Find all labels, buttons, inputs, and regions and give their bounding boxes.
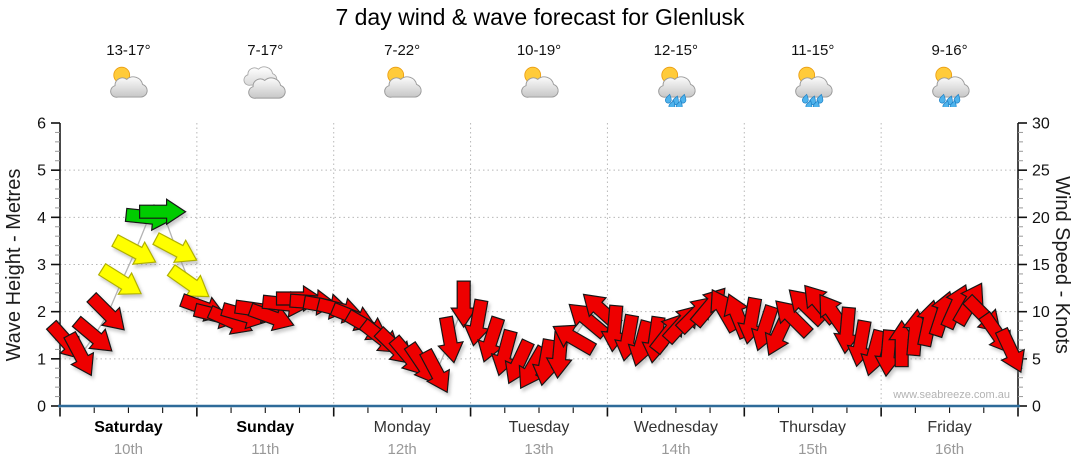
wind-arrow: [97, 262, 143, 295]
weather-icon-box: [516, 61, 562, 107]
weather-icon-box: [927, 61, 973, 110]
watermark: www.seabreeze.com.au: [893, 389, 1010, 401]
wind-arrow: [166, 264, 210, 298]
wind-arrow: [71, 315, 113, 352]
left-tick-label: 5: [37, 163, 46, 180]
wind-arrow: [419, 347, 451, 394]
day-date: 16th: [934, 441, 965, 458]
wind-arrow: [552, 324, 598, 357]
wind-arrow: [450, 280, 478, 329]
wind-arrow: [437, 315, 464, 364]
weather-icon-box: [653, 61, 699, 110]
day-label: Friday: [927, 419, 972, 436]
wind-arrow: [63, 330, 95, 377]
day-date: 14th: [661, 441, 691, 458]
day-date: 12th: [387, 441, 417, 458]
wind-arrow: [568, 303, 610, 340]
wind-arrow: [152, 232, 198, 264]
right-tick-label: 0: [1032, 399, 1041, 416]
day-temp-range: 13-17°: [106, 42, 151, 59]
day-date: 10th: [113, 441, 144, 458]
day-label: Tuesday: [508, 419, 570, 436]
day-date: 11th: [251, 441, 280, 458]
sun-cloud-rain-icon: [931, 66, 970, 110]
right-tick-label: 25: [1032, 163, 1050, 180]
left-tick-label: 3: [37, 257, 46, 274]
right-tick-label: 5: [1032, 351, 1041, 368]
right-tick-label: 30: [1032, 116, 1050, 133]
day-label: Thursday: [779, 419, 847, 436]
day-temp-range: 7-17°: [247, 42, 284, 59]
weather-icon-box: [379, 61, 425, 107]
weather-icon-box: [105, 61, 151, 107]
right-tick-label: 15: [1032, 257, 1050, 274]
day-date: 15th: [798, 441, 828, 458]
wind-arrow: [477, 315, 506, 363]
left-tick-label: 1: [37, 351, 46, 368]
wind-arrow: [994, 326, 1025, 374]
sun-cloud-icon: [110, 66, 149, 98]
wind-arrow: [86, 291, 125, 331]
wind-arrow: [833, 306, 861, 355]
wind-arrow: [463, 298, 491, 347]
clouds-icon: [243, 66, 286, 99]
wind-arrow: [111, 233, 157, 265]
wind-arrow-series: [45, 198, 1025, 394]
day-temp-range: 12-15°: [653, 42, 699, 59]
wind-arrow: [775, 300, 814, 340]
weather-icon-box: [790, 61, 836, 110]
day-label: Wednesday: [633, 419, 718, 436]
day-label: Sunday: [236, 419, 295, 436]
sun-cloud-icon: [521, 66, 559, 98]
day-label: Monday: [373, 419, 431, 436]
right-tick-label: 20: [1032, 210, 1050, 227]
day-temp-range: 10-19°: [516, 42, 562, 59]
chart-title: 7 day wind & wave forecast for Glenlusk: [335, 4, 745, 30]
day-date: 13th: [524, 441, 554, 458]
sun-cloud-rain-icon: [794, 66, 833, 110]
sun-cloud-icon: [384, 66, 422, 98]
weather-icon-box: [242, 61, 288, 107]
sun-cloud-rain-icon: [658, 66, 696, 110]
wind-arrow: [139, 198, 187, 226]
left-tick-label: 6: [37, 116, 46, 133]
day-label: Saturday: [94, 419, 163, 436]
day-temp-range: 11-15°: [791, 42, 835, 59]
day-temp-range: 9-16°: [931, 42, 968, 59]
left-tick-label: 0: [37, 399, 46, 416]
day-temp-range: 7-22°: [384, 42, 421, 59]
wind-arrow: [600, 304, 628, 353]
left-tick-label: 4: [37, 210, 46, 227]
right-tick-label: 10: [1032, 304, 1050, 321]
left-tick-label: 2: [37, 304, 46, 321]
